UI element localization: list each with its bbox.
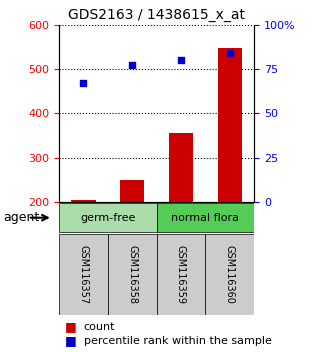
Text: GSM116360: GSM116360: [225, 245, 235, 304]
Text: germ-free: germ-free: [80, 213, 135, 223]
FancyBboxPatch shape: [108, 234, 157, 315]
Point: [130, 63, 135, 68]
Text: GSM116359: GSM116359: [176, 245, 186, 304]
Text: agent: agent: [3, 211, 39, 224]
Bar: [71, 200, 95, 202]
Text: ■: ■: [65, 320, 77, 333]
Text: GSM116358: GSM116358: [127, 245, 137, 304]
Bar: [120, 179, 144, 202]
FancyBboxPatch shape: [157, 203, 254, 232]
Point: [81, 80, 86, 86]
Text: GSM116357: GSM116357: [78, 245, 88, 304]
FancyBboxPatch shape: [205, 234, 254, 315]
Text: normal flora: normal flora: [171, 213, 239, 223]
Bar: [169, 133, 193, 202]
FancyBboxPatch shape: [59, 234, 108, 315]
FancyBboxPatch shape: [59, 203, 157, 232]
Point: [179, 57, 184, 63]
Text: count: count: [84, 322, 115, 332]
Title: GDS2163 / 1438615_x_at: GDS2163 / 1438615_x_at: [68, 8, 245, 22]
FancyBboxPatch shape: [157, 234, 205, 315]
Text: percentile rank within the sample: percentile rank within the sample: [84, 336, 272, 346]
Point: [227, 50, 232, 56]
Bar: [218, 48, 242, 202]
Text: ■: ■: [65, 335, 77, 347]
